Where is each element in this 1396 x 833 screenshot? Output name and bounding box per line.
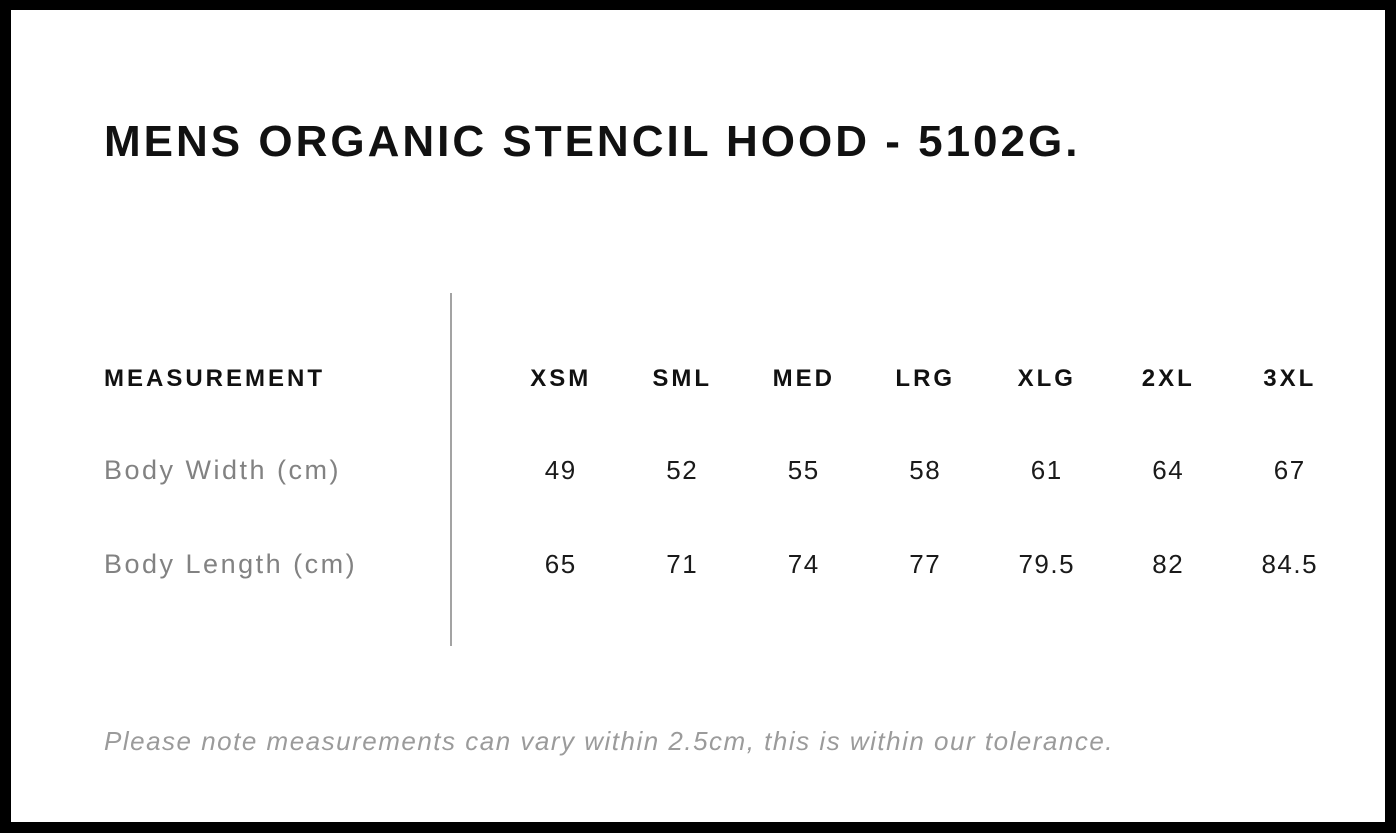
cell-value: 77 (909, 548, 942, 579)
tolerance-note: Please note measurements can vary within… (104, 726, 1115, 756)
cell-value: 61 (1030, 454, 1063, 485)
cell-value: 82 (1152, 548, 1185, 579)
cell-value: 64 (1152, 454, 1185, 485)
cell-value: 52 (666, 454, 699, 485)
cell-value: 71 (666, 548, 699, 579)
table-row-body-width: Body Width (cm) 49 52 55 58 61 64 67 (104, 447, 1351, 493)
page-title: MENS ORGANIC STENCIL HOOD - 5102G. (104, 117, 1081, 166)
header-measurement: MEASUREMENT (104, 365, 326, 392)
cell-value: 65 (544, 548, 577, 579)
header-size-3xl: 3XL (1263, 365, 1317, 392)
header-size-sml: SML (652, 365, 713, 392)
header-size-med: MED (772, 365, 835, 392)
cell-value: 55 (787, 454, 820, 485)
row-label-body-length: Body Length (cm) (104, 548, 358, 579)
column-divider (450, 293, 452, 646)
header-size-xlg: XLG (1017, 365, 1076, 392)
row-label-body-width: Body Width (cm) (104, 454, 342, 485)
cell-value: 58 (909, 454, 942, 485)
header-size-xsm: XSM (530, 365, 592, 392)
cell-value: 84.5 (1261, 548, 1319, 579)
cell-value: 67 (1273, 454, 1306, 485)
header-size-lrg: LRG (895, 365, 956, 392)
cell-value: 74 (787, 548, 820, 579)
table-header-row: MEASUREMENT XSM SML MED LRG XLG 2XL 3XL (104, 356, 1351, 402)
cell-value: 79.5 (1018, 548, 1076, 579)
cell-value: 49 (544, 454, 577, 485)
header-size-2xl: 2XL (1141, 365, 1195, 392)
table-row-body-length: Body Length (cm) 65 71 74 77 79.5 82 84.… (104, 541, 1351, 587)
